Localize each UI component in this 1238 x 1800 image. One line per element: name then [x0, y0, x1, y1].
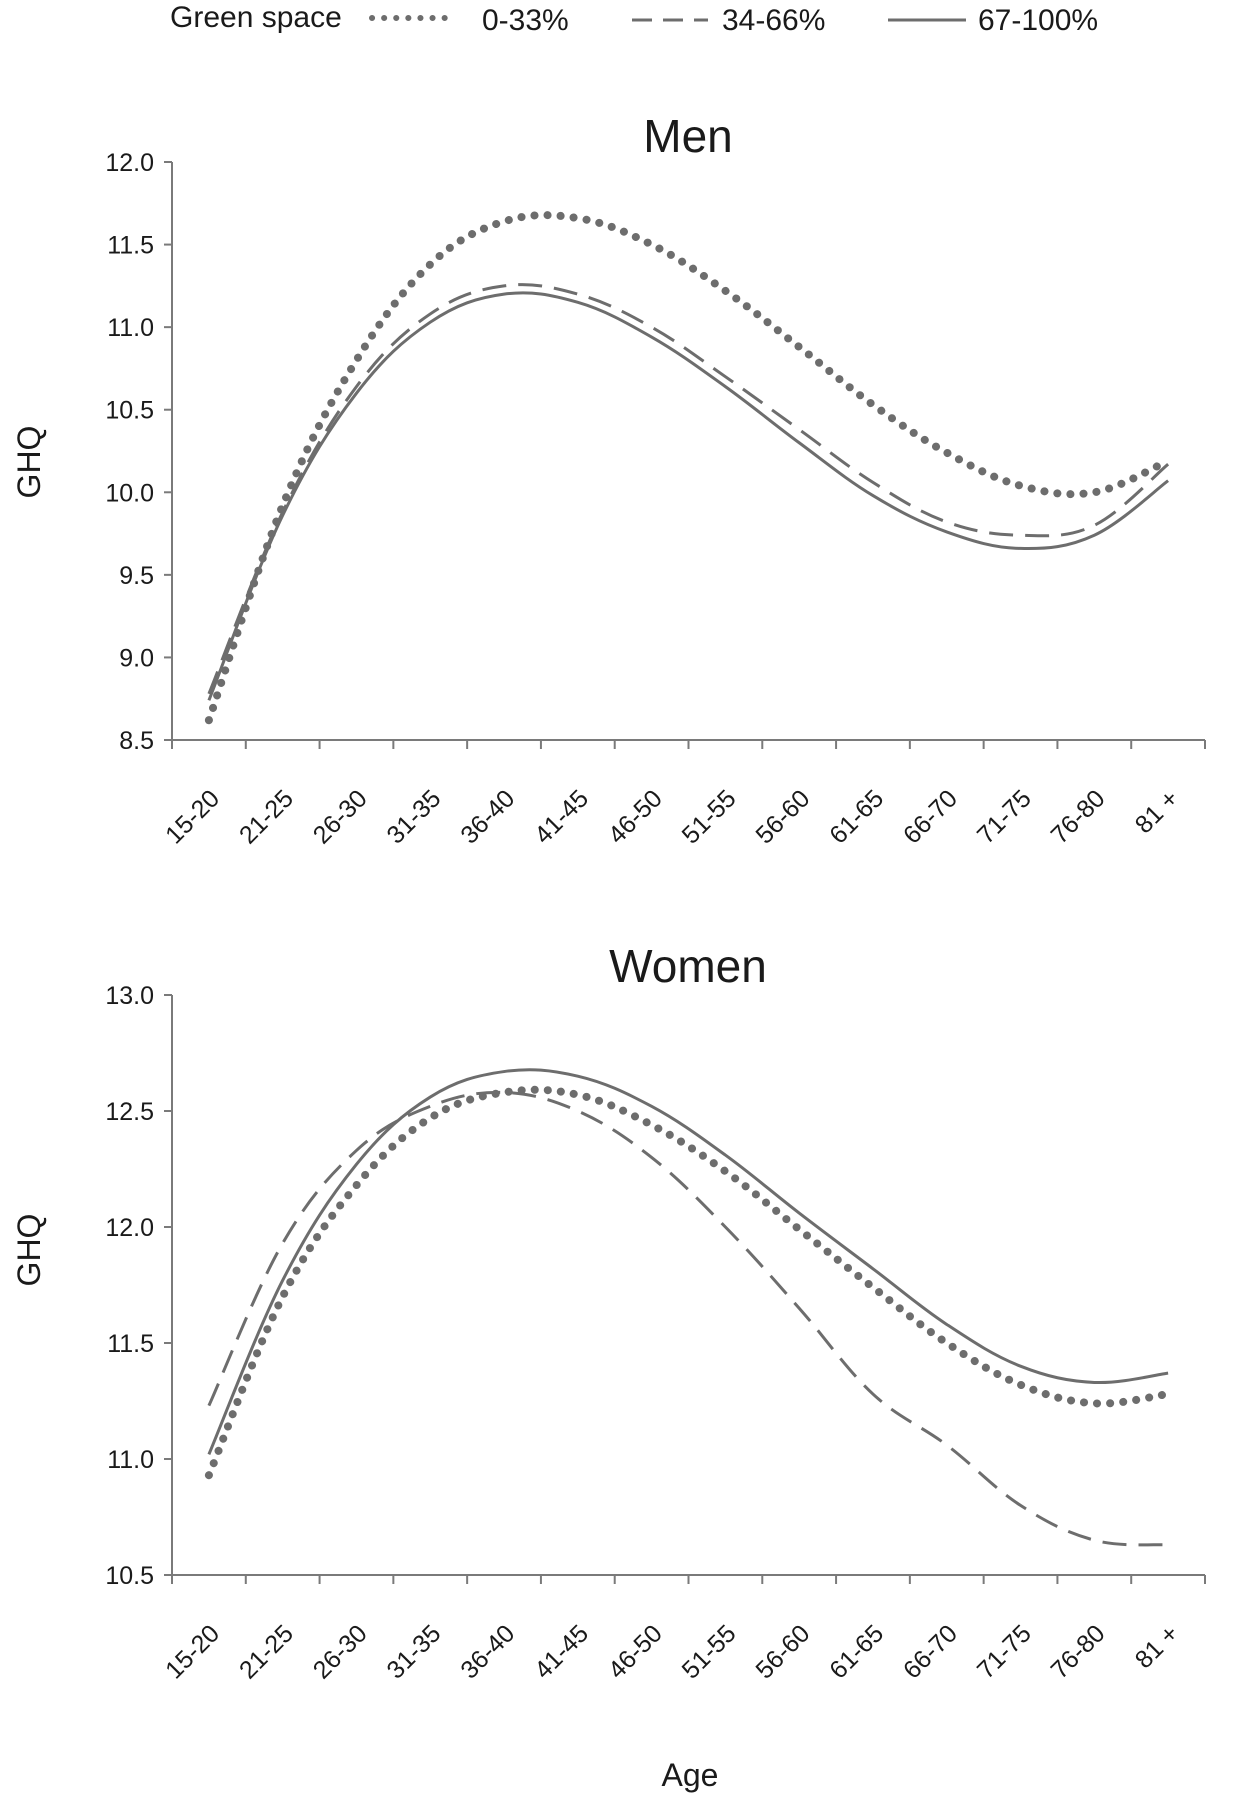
- axes-men: [171, 162, 1205, 741]
- legend-label-34-66: 34-66%: [722, 4, 825, 37]
- series-line-dotted: [204, 211, 1173, 725]
- x-ticks-women: 15-20 21-25 26-30 31-35 36-40 41-45 46-50 51-55…: [160, 1575, 1206, 1684]
- data-point: [1168, 1394, 1169, 1395]
- series-line-dotted: [204, 1085, 1173, 1480]
- y-ticks-men: 12.0 11.5 11.0 10.5 10.0 9.5 9.0 8.5: [105, 149, 172, 755]
- x-tick-label: 36-40: [455, 784, 520, 849]
- y-tick-label: 13.0: [105, 982, 154, 1010]
- legend-label-0-33: 0-33%: [482, 4, 569, 37]
- x-tick-label: 31-35: [381, 784, 446, 849]
- x-tick-label: 76-80: [1046, 784, 1111, 849]
- x-tick-label: 26-30: [308, 784, 373, 849]
- x-ticks-men: 15-20 21-25 26-30 31-35 36-40 41-45 46-50 51-55…: [160, 740, 1206, 849]
- x-tick-label: 56-60: [750, 784, 815, 849]
- x-tick-label: 15-20: [160, 1619, 225, 1684]
- x-tick-label: 61-65: [824, 1619, 889, 1684]
- legend-label-67-100: 67-100%: [978, 4, 1098, 37]
- data-point: [577, 1111, 578, 1112]
- x-tick-label: 61-65: [824, 784, 889, 849]
- data-point: [946, 1343, 947, 1344]
- x-tick-label: 76-80: [1046, 1619, 1111, 1684]
- y-tick-label: 11.5: [107, 232, 154, 260]
- y-tick-label: 10.0: [105, 479, 154, 507]
- x-tick-label: 66-70: [898, 1619, 963, 1684]
- y-axis-title-men: GHQ: [11, 426, 47, 499]
- y-tick-label: 11.0: [107, 1446, 154, 1474]
- chart-title-men: Men: [643, 110, 732, 162]
- data-point: [1168, 1544, 1169, 1545]
- x-tick-label: 56-60: [750, 1619, 815, 1684]
- chart-title-women: Women: [609, 940, 767, 992]
- x-tick-label: 41-45: [529, 1619, 594, 1684]
- x-tick-label: 66-70: [898, 784, 963, 849]
- legend-title: Green space: [170, 1, 342, 34]
- y-tick-label: 10.5: [105, 1562, 154, 1590]
- data-point: [504, 1092, 505, 1093]
- y-axis-title-women: GHQ: [11, 1214, 47, 1287]
- x-tick-label: 51-55: [677, 1619, 742, 1684]
- x-tick-label: 21-25: [234, 1619, 299, 1684]
- data-point: [1094, 525, 1095, 526]
- chart-women: Women GHQ 13.0 12.5 12.0 11.5 11.0 10.5 15-20…: [11, 940, 1206, 1684]
- data-point: [1020, 535, 1021, 536]
- y-tick-label: 9.0: [119, 644, 154, 672]
- series-line-solid: [207, 291, 1170, 701]
- y-ticks-women: 13.0 12.5 12.0 11.5 11.0 10.5: [105, 982, 172, 1590]
- x-tick-label: 51-55: [677, 784, 742, 849]
- x-tick-label: 31-35: [381, 1619, 446, 1684]
- series-lines-women: [204, 1068, 1173, 1547]
- y-tick-label: 12.0: [105, 149, 154, 177]
- series-line-dashed: [207, 283, 1170, 695]
- y-tick-label: 11.5: [107, 1330, 154, 1358]
- series-line-solid: [207, 1068, 1169, 1455]
- y-tick-label: 12.0: [105, 1214, 154, 1242]
- x-tick-label: 81 +: [1130, 1619, 1185, 1674]
- data-point: [1094, 1540, 1095, 1541]
- x-tick-label: 21-25: [234, 784, 299, 849]
- legend: Green space 0-33% 34-66% 67-100%: [170, 1, 1098, 37]
- y-tick-label: 11.0: [107, 314, 154, 342]
- data-point: [1168, 460, 1169, 461]
- data-point: [430, 1117, 431, 1118]
- data-point: [504, 221, 505, 222]
- data-point: [946, 1445, 947, 1446]
- series-line-dashed: [207, 1090, 1169, 1547]
- x-tick-label: 46-50: [603, 1619, 668, 1684]
- x-axis-title: Age: [662, 1757, 719, 1793]
- data-point: [651, 327, 652, 328]
- data-point: [946, 522, 947, 523]
- axes-women: [171, 995, 1205, 1576]
- x-tick-label: 26-30: [308, 1619, 373, 1684]
- series-lines-men: [204, 211, 1173, 725]
- y-tick-label: 9.5: [119, 562, 154, 590]
- y-tick-label: 10.5: [105, 397, 154, 425]
- data-point: [651, 1124, 652, 1125]
- data-point: [577, 294, 578, 295]
- data-point: [282, 1243, 283, 1244]
- x-tick-label: 71-75: [972, 784, 1037, 849]
- data-point: [504, 1092, 505, 1093]
- x-tick-label: 81 +: [1130, 784, 1185, 839]
- y-tick-label: 12.5: [105, 1098, 154, 1126]
- x-tick-label: 71-75: [972, 1619, 1037, 1684]
- x-tick-label: 36-40: [455, 1619, 520, 1684]
- data-point: [872, 1287, 873, 1288]
- data-point: [799, 429, 800, 430]
- x-tick-label: 46-50: [603, 784, 668, 849]
- x-tick-label: 15-20: [160, 784, 225, 849]
- chart-men: Men GHQ 12.0 11.5 11.0 10.5 10.0 9.5 9.0 8.5 15…: [11, 110, 1206, 849]
- y-tick-label: 8.5: [119, 727, 154, 755]
- x-tick-label: 41-45: [529, 784, 594, 849]
